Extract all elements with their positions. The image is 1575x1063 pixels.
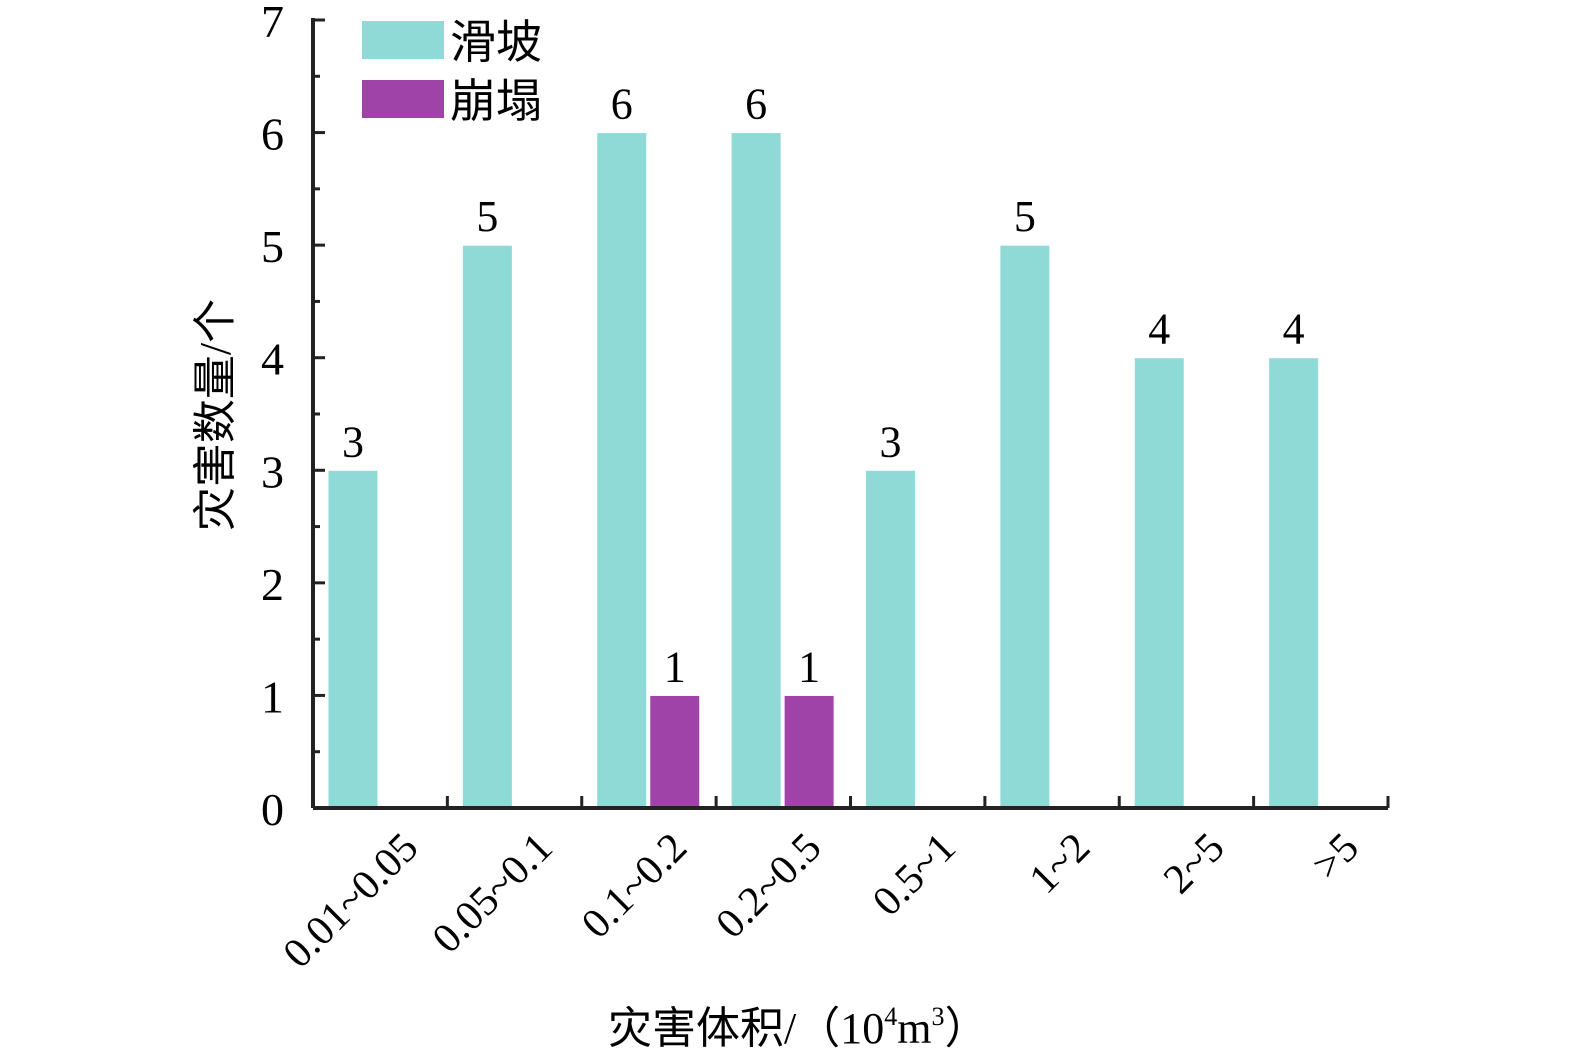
y-tick-label: 3 [261, 446, 284, 497]
legend-swatch-landslide [362, 21, 444, 59]
data-label: 5 [476, 192, 498, 241]
bar [865, 469, 916, 809]
data-label: 5 [1014, 192, 1036, 241]
y-tick-label: 2 [261, 559, 284, 610]
bar [649, 694, 701, 809]
y-tick-label: 6 [261, 109, 284, 160]
bar [1268, 357, 1320, 809]
y-tick-label: 7 [261, 0, 284, 47]
y-tick-label: 5 [261, 221, 284, 272]
x-tick-label: 0.05~0.1 [424, 825, 562, 963]
data-label: 1 [664, 642, 686, 691]
bar [783, 694, 835, 809]
bar [596, 132, 648, 809]
y-tick-label: 4 [261, 334, 284, 385]
y-tick-label: 1 [261, 671, 284, 722]
bar [461, 244, 513, 809]
legend-label-collapse: 崩塌 [450, 76, 542, 127]
data-label: 6 [745, 80, 767, 129]
bar [999, 244, 1051, 809]
data-label: 6 [611, 80, 633, 129]
data-label: 1 [798, 642, 820, 691]
x-tick-label: 1~2 [1021, 825, 1099, 903]
x-tick-label: 0.01~0.05 [275, 825, 428, 978]
legend-swatch-collapse [362, 80, 444, 118]
bar [1133, 357, 1185, 809]
x-tick-label: 0.2~0.5 [708, 825, 831, 948]
x-tick-label: 0.1~0.2 [573, 825, 696, 948]
x-tick-label: 2~5 [1155, 825, 1233, 903]
x-tick-label: 0.5~1 [864, 825, 965, 926]
data-label: 4 [1148, 305, 1170, 354]
bar [327, 469, 379, 809]
bar [730, 132, 782, 809]
legend-label-landslide: 滑坡 [450, 17, 542, 68]
data-label: 3 [342, 417, 364, 466]
x-tick-label: >5 [1304, 825, 1368, 889]
x-axis-title: 灾害体积/（104m3） [608, 1002, 988, 1053]
legend: 滑坡 崩塌 [362, 17, 542, 127]
y-tick-label: 0 [261, 784, 284, 835]
data-label: 3 [880, 417, 902, 466]
data-label: 4 [1283, 305, 1305, 354]
y-axis-title: 灾害数量/个 [191, 299, 240, 531]
